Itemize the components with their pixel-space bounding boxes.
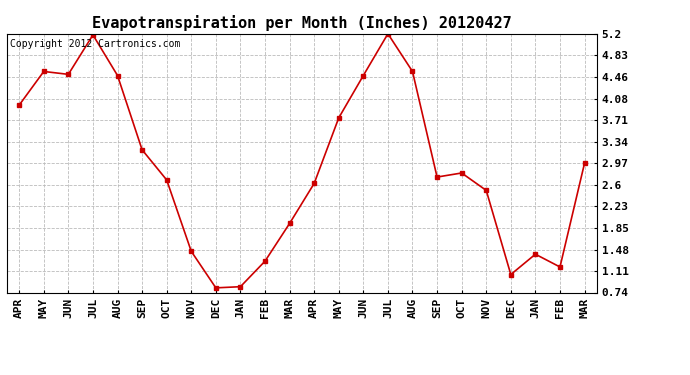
Text: Copyright 2012 Cartronics.com: Copyright 2012 Cartronics.com bbox=[10, 39, 180, 49]
Title: Evapotranspiration per Month (Inches) 20120427: Evapotranspiration per Month (Inches) 20… bbox=[92, 15, 512, 31]
